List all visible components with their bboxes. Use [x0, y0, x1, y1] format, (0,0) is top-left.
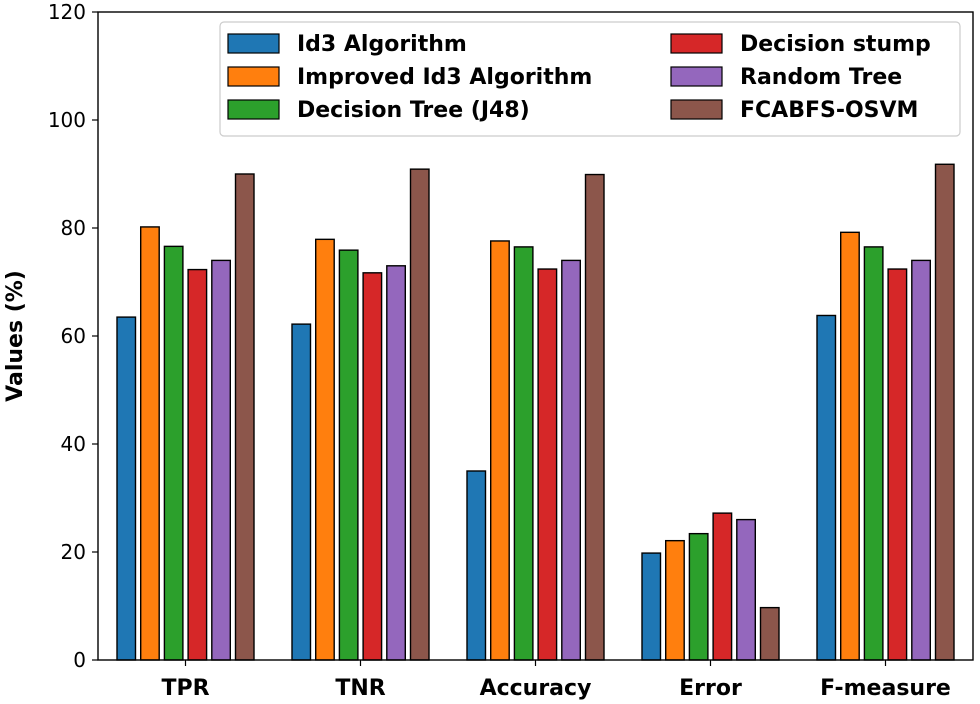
x-tick-label: TPR [161, 676, 209, 701]
legend-swatch [227, 66, 280, 87]
bar-f-measure-series-4 [887, 268, 908, 661]
legend-swatch [227, 33, 280, 54]
legend-label: Decision Tree (J48) [297, 98, 530, 123]
x-tick-label: TNR [335, 676, 385, 701]
bar-tpr-series-3 [163, 245, 184, 661]
bar-f-measure-series-1 [816, 314, 837, 661]
x-tick-label: F-measure [820, 676, 951, 701]
legend-label: Random Tree [740, 65, 902, 90]
bar-tpr-series-4 [187, 268, 208, 661]
bar-accuracy-series-6 [584, 173, 605, 661]
bar-accuracy-series-2 [490, 240, 510, 661]
bar-tnr-series-4 [362, 272, 383, 661]
bar-f-measure-series-6 [934, 163, 955, 661]
y-tick-label: 20 [61, 540, 86, 564]
bar-f-measure-series-3 [863, 246, 884, 661]
y-axis-title: Values (%) [3, 270, 28, 402]
y-tick-label: 120 [48, 0, 86, 24]
bar-error-series-6 [759, 606, 780, 661]
x-tick-label: Error [679, 676, 742, 701]
bar-error-series-5 [736, 518, 756, 661]
bar-error-series-3 [688, 532, 709, 661]
bar-tpr-series-1 [116, 316, 137, 661]
bar-error-series-1 [641, 552, 662, 661]
y-tick-label: 40 [61, 432, 86, 456]
bar-tnr-series-3 [338, 249, 359, 661]
bar-accuracy-series-4 [537, 268, 558, 661]
legend-swatch [670, 99, 723, 120]
bar-accuracy-series-1 [466, 470, 487, 661]
bar-accuracy-series-5 [561, 259, 581, 661]
bar-error-series-2 [665, 539, 685, 661]
bar-tpr-series-6 [234, 173, 255, 661]
y-tick-label: 60 [61, 324, 86, 348]
legend-box [219, 21, 961, 137]
axes-group: TPR TNR Accuracy Error F-measure 0 20 40 60 80 100… [48, 0, 974, 701]
bar-tpr-series-2 [139, 226, 160, 661]
y-tick-label: 100 [48, 108, 86, 132]
legend-swatch [670, 33, 723, 54]
bar-tnr-series-5 [386, 265, 406, 661]
bar-tpr-series-5 [211, 259, 232, 661]
plot-frame [97, 11, 974, 661]
legend-label: Id3 Algorithm [297, 32, 467, 57]
y-tick-label: 80 [61, 216, 86, 240]
y-tick-label: 0 [73, 648, 86, 672]
legend: Id3 Algorithm Improved Id3 Algorithm Decis… [219, 21, 961, 137]
bars-group [116, 163, 955, 661]
legend-swatch [227, 99, 280, 120]
bar-f-measure-series-5 [911, 259, 931, 661]
bar-f-measure-series-2 [840, 231, 860, 661]
bar-tnr-series-6 [409, 168, 430, 661]
legend-label: FCABFS-OSVM [740, 98, 918, 123]
legend-swatch [670, 66, 723, 87]
bar-accuracy-series-3 [513, 246, 534, 661]
bar-error-series-4 [712, 512, 733, 661]
legend-label: Decision stump [740, 32, 931, 57]
bar-tnr-series-2 [315, 238, 335, 661]
bar-tnr-series-1 [291, 323, 312, 661]
x-tick-label: Accuracy [480, 676, 592, 701]
legend-label: Improved Id3 Algorithm [297, 65, 592, 90]
